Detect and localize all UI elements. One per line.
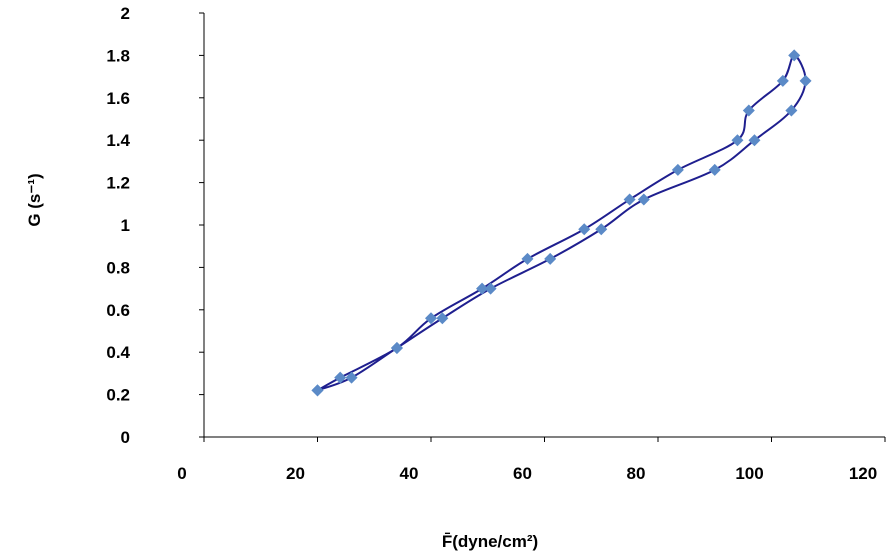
- data-point-marker: [436, 312, 449, 325]
- y-tick-label: 0.6: [106, 301, 130, 320]
- x-tick-label: 0: [177, 464, 186, 483]
- markers-group: [311, 49, 812, 397]
- x-tick-label: 40: [400, 464, 419, 483]
- x-tick-label: 80: [627, 464, 646, 483]
- x-tick-label: 120: [849, 464, 877, 483]
- y-tick-label: 2: [121, 4, 130, 23]
- x-axis-title: F̄(dyne/cm²): [442, 532, 538, 551]
- data-point-marker: [425, 312, 437, 325]
- data-point-marker: [637, 193, 650, 206]
- data-point-marker: [623, 193, 636, 206]
- data-point-marker: [578, 223, 591, 236]
- x-tick-label: 100: [735, 464, 763, 483]
- data-point-marker: [742, 104, 755, 117]
- x-tick-label: 20: [286, 464, 305, 483]
- data-point-marker: [748, 134, 761, 147]
- y-tick-label: 1: [121, 216, 130, 235]
- series-line: [317, 54, 807, 392]
- data-point-marker: [476, 282, 489, 295]
- y-ticks: 0 0.2 0.4 0.6 0.8 1 1.2 1.4 1.6 1.8 2: [106, 4, 204, 447]
- data-point-marker: [390, 341, 403, 354]
- y-tick-label: 1.6: [106, 89, 130, 108]
- y-tick-label: 1.4: [106, 131, 130, 150]
- data-point-marker: [799, 74, 812, 87]
- series-group: [317, 54, 807, 392]
- y-tick-label: 1.2: [106, 174, 130, 193]
- y-tick-label: 0: [121, 428, 130, 447]
- data-point-marker: [785, 104, 798, 117]
- data-point-marker: [311, 384, 324, 397]
- data-point-marker: [788, 49, 801, 62]
- x-ticks: 0 20 40 60 80 100 120: [177, 437, 886, 483]
- x-tick-label: 60: [513, 464, 532, 483]
- data-point-marker: [776, 74, 789, 87]
- data-point-marker: [484, 282, 497, 295]
- y-tick-label: 1.8: [106, 46, 130, 65]
- data-point-marker: [671, 163, 684, 176]
- data-point-marker: [544, 252, 557, 265]
- data-point-marker: [595, 223, 608, 236]
- y-tick-label: 0.2: [106, 386, 130, 405]
- y-tick-label: 0.8: [106, 258, 130, 277]
- y-tick-label: 0.4: [106, 343, 130, 362]
- data-point-marker: [521, 252, 534, 265]
- data-point-marker: [334, 371, 347, 384]
- data-point-marker: [708, 163, 721, 176]
- data-point-marker: [731, 134, 744, 147]
- y-axis-title: G (s⁻¹): [25, 173, 44, 226]
- data-point-marker: [345, 371, 358, 384]
